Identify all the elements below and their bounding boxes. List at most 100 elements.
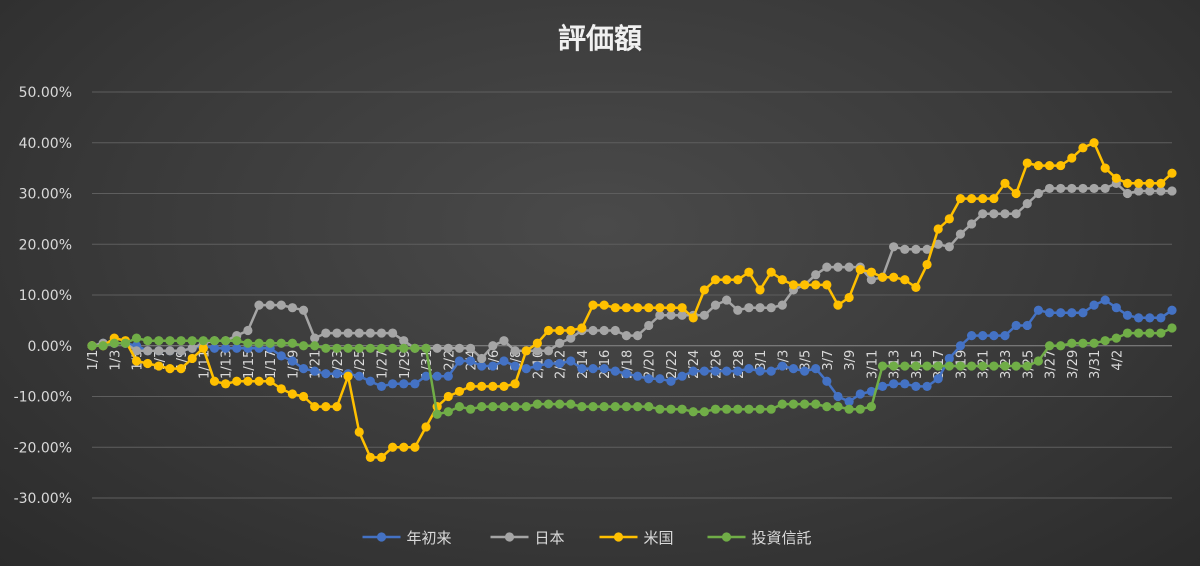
- data-point: [555, 338, 565, 348]
- data-point: [1145, 313, 1155, 323]
- data-point: [143, 346, 153, 356]
- data-point: [287, 356, 298, 366]
- data-point: [710, 404, 721, 414]
- data-point: [543, 346, 554, 356]
- data-point: [243, 325, 253, 336]
- data-point: [866, 267, 876, 277]
- data-point: [610, 402, 620, 412]
- data-point: [131, 356, 142, 366]
- data-point: [621, 303, 632, 313]
- data-point: [187, 336, 197, 346]
- data-point: [243, 376, 253, 386]
- data-point: [1033, 160, 1043, 171]
- x-tick-label: 3/31: [1088, 350, 1103, 379]
- data-point: [799, 399, 810, 409]
- data-point: [454, 356, 465, 366]
- data-point: [610, 325, 620, 336]
- data-point: [1122, 310, 1133, 320]
- data-point: [543, 325, 554, 336]
- data-point: [632, 371, 643, 381]
- x-tick-label: 3/5: [799, 350, 814, 371]
- data-point: [966, 361, 977, 371]
- data-point: [1078, 308, 1088, 318]
- data-point: [1022, 361, 1032, 371]
- legend-item: 日本: [490, 529, 565, 547]
- data-point: [978, 361, 988, 371]
- data-point: [944, 214, 954, 224]
- data-point: [744, 363, 754, 374]
- data-point: [477, 353, 487, 364]
- data-point: [699, 285, 709, 295]
- x-tick-label: 1/17: [264, 350, 279, 379]
- data-point: [1067, 153, 1077, 163]
- data-point: [1100, 295, 1110, 305]
- data-point: [889, 361, 899, 371]
- data-point: [911, 361, 921, 371]
- data-point: [454, 402, 465, 412]
- data-point: [321, 369, 331, 379]
- data-point: [677, 404, 687, 414]
- data-point: [766, 303, 776, 313]
- data-point: [488, 361, 498, 371]
- y-tick-label: 50.00%: [19, 85, 72, 101]
- data-point: [955, 341, 966, 351]
- data-point: [855, 265, 865, 275]
- y-tick-label: 20.00%: [19, 237, 72, 253]
- data-point: [710, 275, 721, 285]
- data-point: [688, 313, 698, 323]
- legend-marker: [504, 532, 515, 542]
- data-point: [666, 404, 676, 414]
- data-point: [666, 303, 676, 313]
- data-point: [120, 338, 131, 348]
- data-point: [477, 381, 487, 391]
- data-point: [911, 381, 921, 391]
- data-point: [143, 336, 153, 346]
- legend-marker: [613, 532, 624, 542]
- data-point: [221, 343, 231, 353]
- data-point: [1100, 163, 1110, 173]
- data-point: [744, 267, 754, 277]
- data-point: [254, 338, 264, 348]
- data-point: [1044, 160, 1055, 171]
- data-point: [254, 376, 264, 386]
- data-point: [788, 363, 799, 374]
- data-point: [465, 381, 476, 391]
- x-tick-label: 2/20: [643, 350, 658, 379]
- x-tick-label: 1/13: [220, 350, 235, 379]
- data-point: [666, 310, 676, 320]
- data-point: [532, 399, 542, 409]
- data-point: [454, 343, 465, 353]
- series: [87, 295, 1177, 407]
- data-point: [276, 338, 286, 348]
- data-point: [388, 328, 398, 338]
- y-tick-label: -30.00%: [14, 491, 72, 507]
- data-point: [488, 341, 498, 351]
- x-tick-label: 1/3: [108, 350, 123, 371]
- data-point: [1122, 178, 1133, 188]
- data-point: [599, 363, 609, 374]
- data-point: [143, 358, 153, 369]
- data-point: [822, 376, 832, 386]
- data-point: [722, 366, 732, 376]
- data-point: [131, 333, 142, 343]
- data-point: [521, 346, 531, 356]
- data-point: [599, 300, 609, 310]
- y-tick-label: 30.00%: [19, 187, 72, 203]
- data-point: [566, 325, 576, 336]
- data-point: [889, 379, 899, 389]
- data-point: [176, 346, 186, 356]
- data-point: [944, 361, 954, 371]
- data-point: [588, 363, 598, 374]
- data-point: [510, 379, 520, 389]
- data-point: [321, 343, 331, 353]
- data-point: [610, 366, 620, 376]
- data-point: [532, 346, 542, 356]
- data-point: [632, 402, 643, 412]
- data-point: [966, 193, 977, 204]
- data-point: [655, 303, 665, 313]
- data-point: [165, 346, 175, 356]
- data-point: [1033, 188, 1043, 199]
- data-point: [154, 361, 164, 371]
- data-point: [655, 310, 665, 320]
- data-point: [911, 282, 921, 292]
